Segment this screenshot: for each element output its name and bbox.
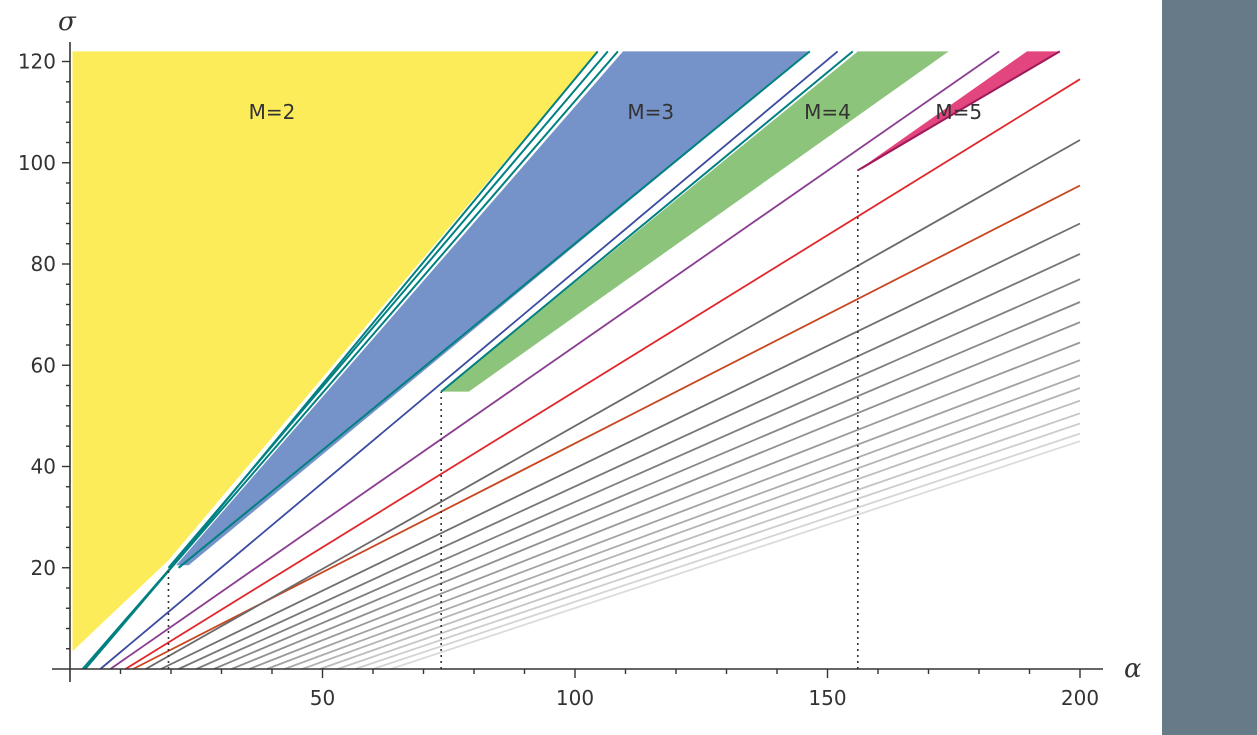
y-tick-label: 40 — [31, 455, 56, 479]
region-label-3: M=3 — [627, 100, 674, 124]
series-line-5 — [145, 139, 1081, 670]
series-line-18 — [372, 432, 1081, 670]
labels-layer: 50 100 150 200 20 40 60 80 100 120 α σ M=2 M=3 M=4 M=5 — [18, 7, 1142, 710]
lines-layer — [81, 50, 1081, 670]
region-label-4: M=4 — [804, 100, 851, 124]
series-line-3 — [125, 78, 1081, 670]
series-line-8 — [195, 278, 1081, 670]
series-line-2 — [109, 50, 1000, 670]
series-line-12 — [266, 359, 1081, 670]
region-4 — [441, 51, 949, 392]
y-tick-label: 120 — [18, 50, 56, 74]
series-line-13 — [284, 374, 1081, 670]
boundary-line-2 — [167, 50, 609, 569]
series-line-4 — [132, 184, 1081, 670]
boundary-line-3 — [84, 50, 619, 670]
side-panel — [1162, 0, 1257, 735]
chart: 50 100 150 200 20 40 60 80 100 120 α σ M=2 M=3 M=4 M=5 — [18, 7, 1142, 710]
series-line-11 — [248, 341, 1081, 670]
y-tick-label: 100 — [18, 151, 56, 175]
series-line-17 — [355, 422, 1081, 670]
series-line-7 — [178, 253, 1081, 670]
x-tick-label: 100 — [556, 686, 594, 710]
y-tick-label: 60 — [31, 353, 56, 377]
region-label-5: M=5 — [935, 100, 982, 124]
boundary-line-5 — [440, 50, 854, 393]
region-2 — [72, 51, 598, 652]
series-line-6 — [160, 222, 1081, 670]
series-line-1 — [99, 50, 839, 670]
boundary-line-6 — [857, 50, 1061, 172]
x-tick-label: 50 — [310, 686, 335, 710]
x-tick-label: 200 — [1061, 686, 1099, 710]
x-tick-label: 150 — [808, 686, 846, 710]
series-line-16 — [337, 412, 1081, 670]
region-label-2: M=2 — [249, 100, 296, 124]
axes-layer — [52, 42, 1103, 682]
y-tick-label: 80 — [31, 252, 56, 276]
series-line-15 — [319, 399, 1081, 670]
series-line-19 — [390, 440, 1081, 670]
series-line-10 — [231, 321, 1081, 670]
boundary-line-4 — [177, 50, 811, 569]
series-line-14 — [301, 387, 1081, 670]
series-line-9 — [213, 301, 1081, 670]
y-tick-label: 20 — [31, 556, 56, 580]
x-axis-label: α — [1124, 654, 1142, 684]
y-axis-label: σ — [58, 7, 77, 37]
